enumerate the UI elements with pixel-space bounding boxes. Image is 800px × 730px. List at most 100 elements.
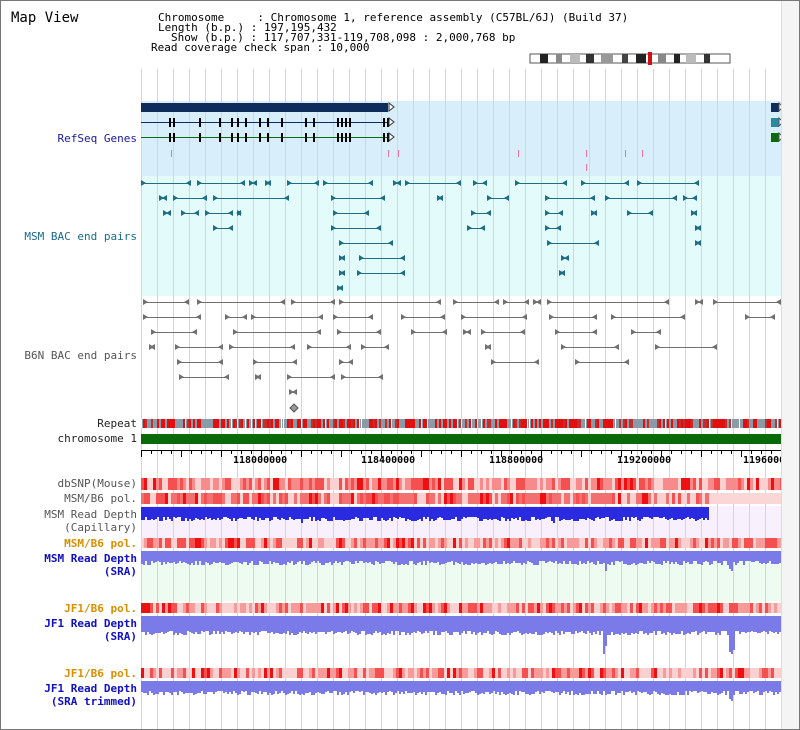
read-depth-bar (587, 551, 589, 561)
polymorphism-cell (321, 478, 324, 490)
polymorphism-cell (699, 668, 702, 678)
msm-bac-pair-end (331, 225, 336, 231)
b6n-bac-pair-end (330, 374, 335, 380)
read-depth-bar (299, 551, 301, 561)
repeat-element (589, 419, 591, 428)
track-label-jf1-pol-2[interactable]: JF1/B6 pol. (64, 667, 137, 680)
polymorphism-cell (411, 493, 414, 504)
polymorphism-cell (564, 493, 567, 504)
read-depth-bar (321, 551, 323, 565)
read-depth-bar (159, 551, 161, 562)
read-depth-bar (599, 616, 601, 635)
track-label-jf1-depth-sra[interactable]: JF1 Read Depth (44, 617, 137, 630)
polymorphism-cell (198, 538, 201, 548)
track-label-chromosome[interactable]: chromosome 1 (57, 432, 137, 445)
polymorphism-cell (642, 493, 645, 504)
polymorphism-cell (270, 668, 273, 678)
msm-bac-pair-end (480, 225, 485, 231)
polymorphism-cell (243, 493, 246, 504)
read-depth-bar (573, 681, 575, 695)
gene-exon (231, 118, 233, 127)
repeat-element (235, 419, 237, 428)
read-depth-bar (719, 681, 721, 694)
polymorphism-cell (729, 603, 732, 613)
polymorphism-cell (306, 493, 309, 504)
read-depth-bar (165, 507, 167, 520)
read-depth-bar (341, 551, 343, 565)
read-depth-bar (577, 616, 579, 633)
polymorphism-cell (315, 538, 318, 548)
axis-tick-label: 118400000 (361, 455, 416, 466)
repeat-element (347, 419, 349, 428)
read-depth-bar (227, 551, 229, 565)
msm-bac-pair-end (163, 210, 168, 216)
polymorphism-cell (387, 493, 390, 504)
read-depth-bar (681, 507, 683, 520)
gene-exon (237, 118, 239, 127)
read-depth-bar (375, 681, 377, 695)
track-label-jf1-depth-trimmed[interactable]: JF1 Read Depth (44, 682, 137, 695)
b6n-bac-pair-end (218, 359, 223, 365)
read-depth-bar (417, 681, 419, 693)
read-depth-bar (509, 681, 511, 693)
chromosome-ideogram[interactable] (526, 51, 736, 67)
polymorphism-cell (654, 538, 657, 548)
polymorphism-cell (480, 538, 483, 548)
polymorphism-cell (468, 493, 471, 504)
read-depth-bar (681, 616, 683, 631)
read-depth-bar (705, 616, 707, 634)
msm-bac-pair-end (368, 180, 373, 186)
track-label-msm-pol[interactable]: MSM/B6 pol. (64, 492, 137, 505)
read-depth-bar (635, 507, 637, 517)
gene-exon (387, 133, 389, 142)
track-label-dbsnp[interactable]: dbSNP(Mouse) (57, 477, 137, 490)
read-depth-bar (261, 616, 263, 631)
read-depth-bar (323, 551, 325, 565)
gene-exon (383, 118, 385, 127)
polymorphism-cell (168, 668, 171, 678)
track-label-msm-pol-2[interactable]: MSM/B6 pol. (64, 537, 137, 550)
polymorphism-cell (498, 668, 501, 678)
track-label-msm-depth-capillary[interactable]: MSM Read Depth (44, 508, 137, 521)
track-label-b6n-bac[interactable]: B6N BAC end pairs (24, 349, 137, 362)
track-label-repeat[interactable]: Repeat (97, 417, 137, 430)
repeat-element (419, 419, 421, 428)
read-depth-bar (443, 616, 445, 632)
polymorphism-cell (720, 478, 723, 490)
polymorphism-cell (471, 478, 474, 490)
msm-bac-pair-end (339, 240, 344, 246)
read-depth-bar (379, 507, 381, 521)
b6n-bac-pair-end (524, 299, 529, 305)
repeat-element (335, 419, 337, 428)
track-label-jf1-pol[interactable]: JF1/B6 pol. (64, 602, 137, 615)
read-depth-bar (353, 551, 355, 564)
b6n-bac-pair-end (384, 344, 389, 350)
repeat-gap (281, 419, 282, 428)
read-depth-bar (525, 616, 527, 633)
polymorphism-cell (642, 538, 645, 548)
polymorphism-cell (753, 668, 756, 678)
read-depth-bar (523, 681, 525, 692)
polymorphism-cell (549, 668, 552, 678)
read-depth-bar (379, 551, 381, 564)
polymorphism-cell (681, 493, 684, 504)
polymorphism-cell (231, 603, 234, 613)
polymorphism-cell (330, 538, 333, 548)
read-depth-bar (161, 507, 163, 521)
track-label-msm-depth-sra[interactable]: MSM Read Depth (44, 552, 137, 565)
read-depth-bar (551, 507, 553, 521)
polymorphism-cell (219, 538, 222, 548)
read-depth-bar (181, 681, 183, 692)
read-depth-bar (419, 551, 421, 562)
polymorphism-cell (516, 493, 519, 504)
read-depth-bar (745, 551, 747, 561)
b6n-bac-pair-end (368, 314, 373, 320)
track-label-msm-bac[interactable]: MSM BAC end pairs (24, 230, 137, 243)
repeat-element (659, 419, 661, 428)
gene-exon (281, 133, 283, 142)
track-label-refseq[interactable]: RefSeq Genes (57, 132, 137, 145)
polymorphism-cell (504, 493, 507, 504)
polymorphism-cell (267, 668, 270, 678)
polymorphism-cell (261, 538, 264, 548)
